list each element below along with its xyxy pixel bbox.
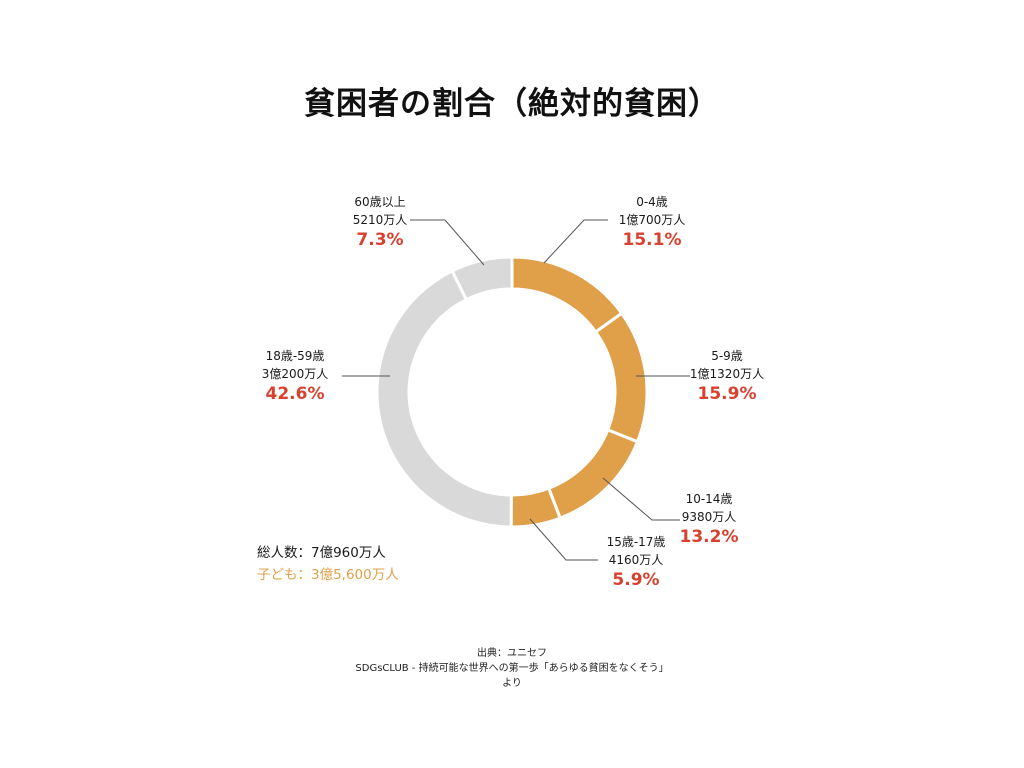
source-line-3: より [502,678,522,689]
slice-count-10-14: 9380万人 [681,510,737,524]
totals-block: 総人数：7億960万人 子ども：3億5,600万人 [257,542,399,586]
slice-percent-0-4: 15.1% [622,230,682,250]
donut-slice-60-plus [450,255,514,302]
children-population: 子ども：3億5,600万人 [257,567,399,583]
source-line-2: SDGsCLUB - 持続可能な世界への第一歩「あらゆる貧困をなくそう」 [355,663,669,674]
slice-count-60-plus: 5210万人 [352,213,408,227]
leader-line-60-plus [410,219,485,266]
source-line-1: 出典：ユニセフ [477,648,547,659]
slice-label-5-9: 5-9歳 [711,349,743,363]
slice-count-15-17: 4160万人 [608,553,664,567]
slice-percent-15-17: 5.9% [612,570,660,590]
donut-slice-0-4 [510,255,624,335]
label-0-4: 0-4歳 1億700万人 15.1% [592,193,712,251]
slice-percent-18-59: 42.6% [265,384,325,404]
slice-label-18-59: 18歳-59歳 [265,349,325,363]
slice-count-18-59: 3億200万人 [261,367,329,381]
slice-percent-60-plus: 7.3% [356,230,404,250]
label-5-9: 5-9歳 1億1320万人 15.9% [667,347,787,405]
source-note: 出典：ユニセフ SDGsCLUB - 持続可能な世界への第一歩「あらゆる貧困をな… [0,646,1024,691]
slice-label-15-17: 15歳-17歳 [606,535,666,549]
slice-label-10-14: 10-14歳 [685,492,733,506]
donut-slice-10-14 [546,427,640,521]
slice-label-0-4: 0-4歳 [636,195,668,209]
slice-count-5-9: 1億1320万人 [689,367,765,381]
donut-slice-18-59 [375,268,513,529]
label-18-59: 18歳-59歳 3億200万人 42.6% [235,347,355,405]
leader-line-15-17 [529,518,598,561]
donut-slice-5-9 [593,311,649,444]
chart-title: 貧困者の割合（絶対的貧困） [304,86,720,122]
slice-label-60-plus: 60歳以上 [354,195,406,209]
total-population: 総人数：7億960万人 [257,545,386,561]
slice-percent-10-14: 13.2% [679,527,739,547]
leader-line-10-14 [602,477,680,521]
slice-count-0-4: 1億700万人 [618,213,686,227]
label-10-14: 10-14歳 9380万人 13.2% [649,490,769,548]
label-15-17: 15歳-17歳 4160万人 5.9% [576,533,696,591]
label-60-plus: 60歳以上 5210万人 7.3% [320,193,440,251]
leader-line-0-4 [543,219,608,264]
slice-percent-5-9: 15.9% [697,384,757,404]
